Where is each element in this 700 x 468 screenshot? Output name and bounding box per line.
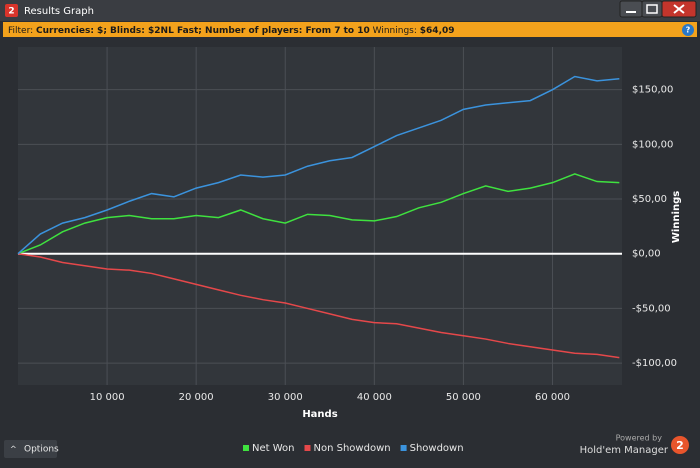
options-caret: ^ bbox=[10, 445, 17, 454]
y-tick-label: $50,00 bbox=[632, 194, 667, 205]
help-icon[interactable] bbox=[682, 24, 694, 36]
series-line bbox=[17, 173, 620, 255]
x-tick-label: 30 000 bbox=[268, 392, 303, 403]
filter-bar bbox=[3, 22, 697, 37]
y-tick-label: -$50,00 bbox=[632, 303, 671, 314]
x-axis-label: Hands bbox=[302, 409, 337, 420]
legend-swatch bbox=[400, 445, 407, 451]
x-tick-label: 40 000 bbox=[357, 392, 392, 403]
x-tick-label: 50 000 bbox=[446, 392, 481, 403]
app-icon-glyph: 2 bbox=[8, 7, 14, 17]
filter-label: Filter: bbox=[8, 26, 33, 36]
legend: Net Won Non Showdown Showdown bbox=[243, 443, 464, 454]
brand: Hold'em Manager bbox=[580, 445, 669, 456]
x-tick-label: 10 000 bbox=[90, 392, 125, 403]
options-button[interactable] bbox=[4, 440, 57, 458]
legend-swatch bbox=[304, 445, 311, 451]
series-line bbox=[17, 252, 620, 359]
legend-label: Non Showdown bbox=[314, 443, 391, 454]
filter-items: Currencies: $; Blinds: $2NL Fast; Number… bbox=[36, 26, 370, 36]
minimize-button[interactable] bbox=[619, 0, 643, 18]
y-axis-label: Winnings bbox=[671, 191, 682, 243]
powered-by: Powered by bbox=[616, 434, 663, 443]
x-tick-label: 60 000 bbox=[535, 392, 570, 403]
maximize-button[interactable] bbox=[641, 0, 663, 18]
legend-swatch bbox=[243, 445, 249, 451]
title-bar bbox=[0, 0, 700, 21]
winnings-value: $64,09 bbox=[420, 26, 455, 36]
y-tick-label: $100,00 bbox=[632, 139, 673, 150]
options-label: Options bbox=[24, 445, 59, 455]
plot-area bbox=[18, 47, 622, 385]
series-line bbox=[17, 75, 620, 255]
labels: 10 000 20 000 30 000 40 000 50 000 60 000 -$10… bbox=[90, 85, 677, 403]
x-tick-label: 20 000 bbox=[179, 392, 214, 403]
lines bbox=[17, 75, 620, 359]
legend-label: Net Won bbox=[252, 443, 295, 454]
y-tick-label: -$100,00 bbox=[632, 358, 677, 369]
filter-text: Filter: Currencies: $; Blinds: $2NL Fast… bbox=[8, 26, 455, 36]
maximize-glyph bbox=[646, 4, 658, 14]
help-glyph: ? bbox=[686, 26, 691, 35]
winnings-label: Winnings: bbox=[373, 26, 417, 36]
window-title: Results Graph bbox=[24, 6, 94, 17]
brand-logo-glyph: 2 bbox=[676, 439, 684, 452]
brand-logo bbox=[671, 436, 689, 454]
app-icon bbox=[5, 4, 18, 17]
close-glyph bbox=[673, 4, 685, 14]
y-tick-label: $150,00 bbox=[632, 85, 673, 96]
legend-label: Showdown bbox=[410, 443, 464, 454]
y-tick-label: $0,00 bbox=[632, 249, 661, 260]
